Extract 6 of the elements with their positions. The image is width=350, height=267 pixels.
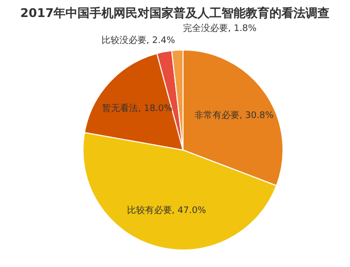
slice-label: 比较没必要, 2.4% — [101, 35, 176, 46]
chart-title: 2017年中国手机网民对国家普及人工智能教育的看法调查 — [20, 6, 330, 20]
slice-label: 非常有必要, 30.8% — [194, 110, 274, 121]
slice-label: 完全没必要, 1.8% — [183, 23, 258, 34]
slice-label: 比较有必要, 47.0% — [126, 204, 207, 216]
slice-label: 暂无看法, 18.0% — [102, 103, 173, 114]
